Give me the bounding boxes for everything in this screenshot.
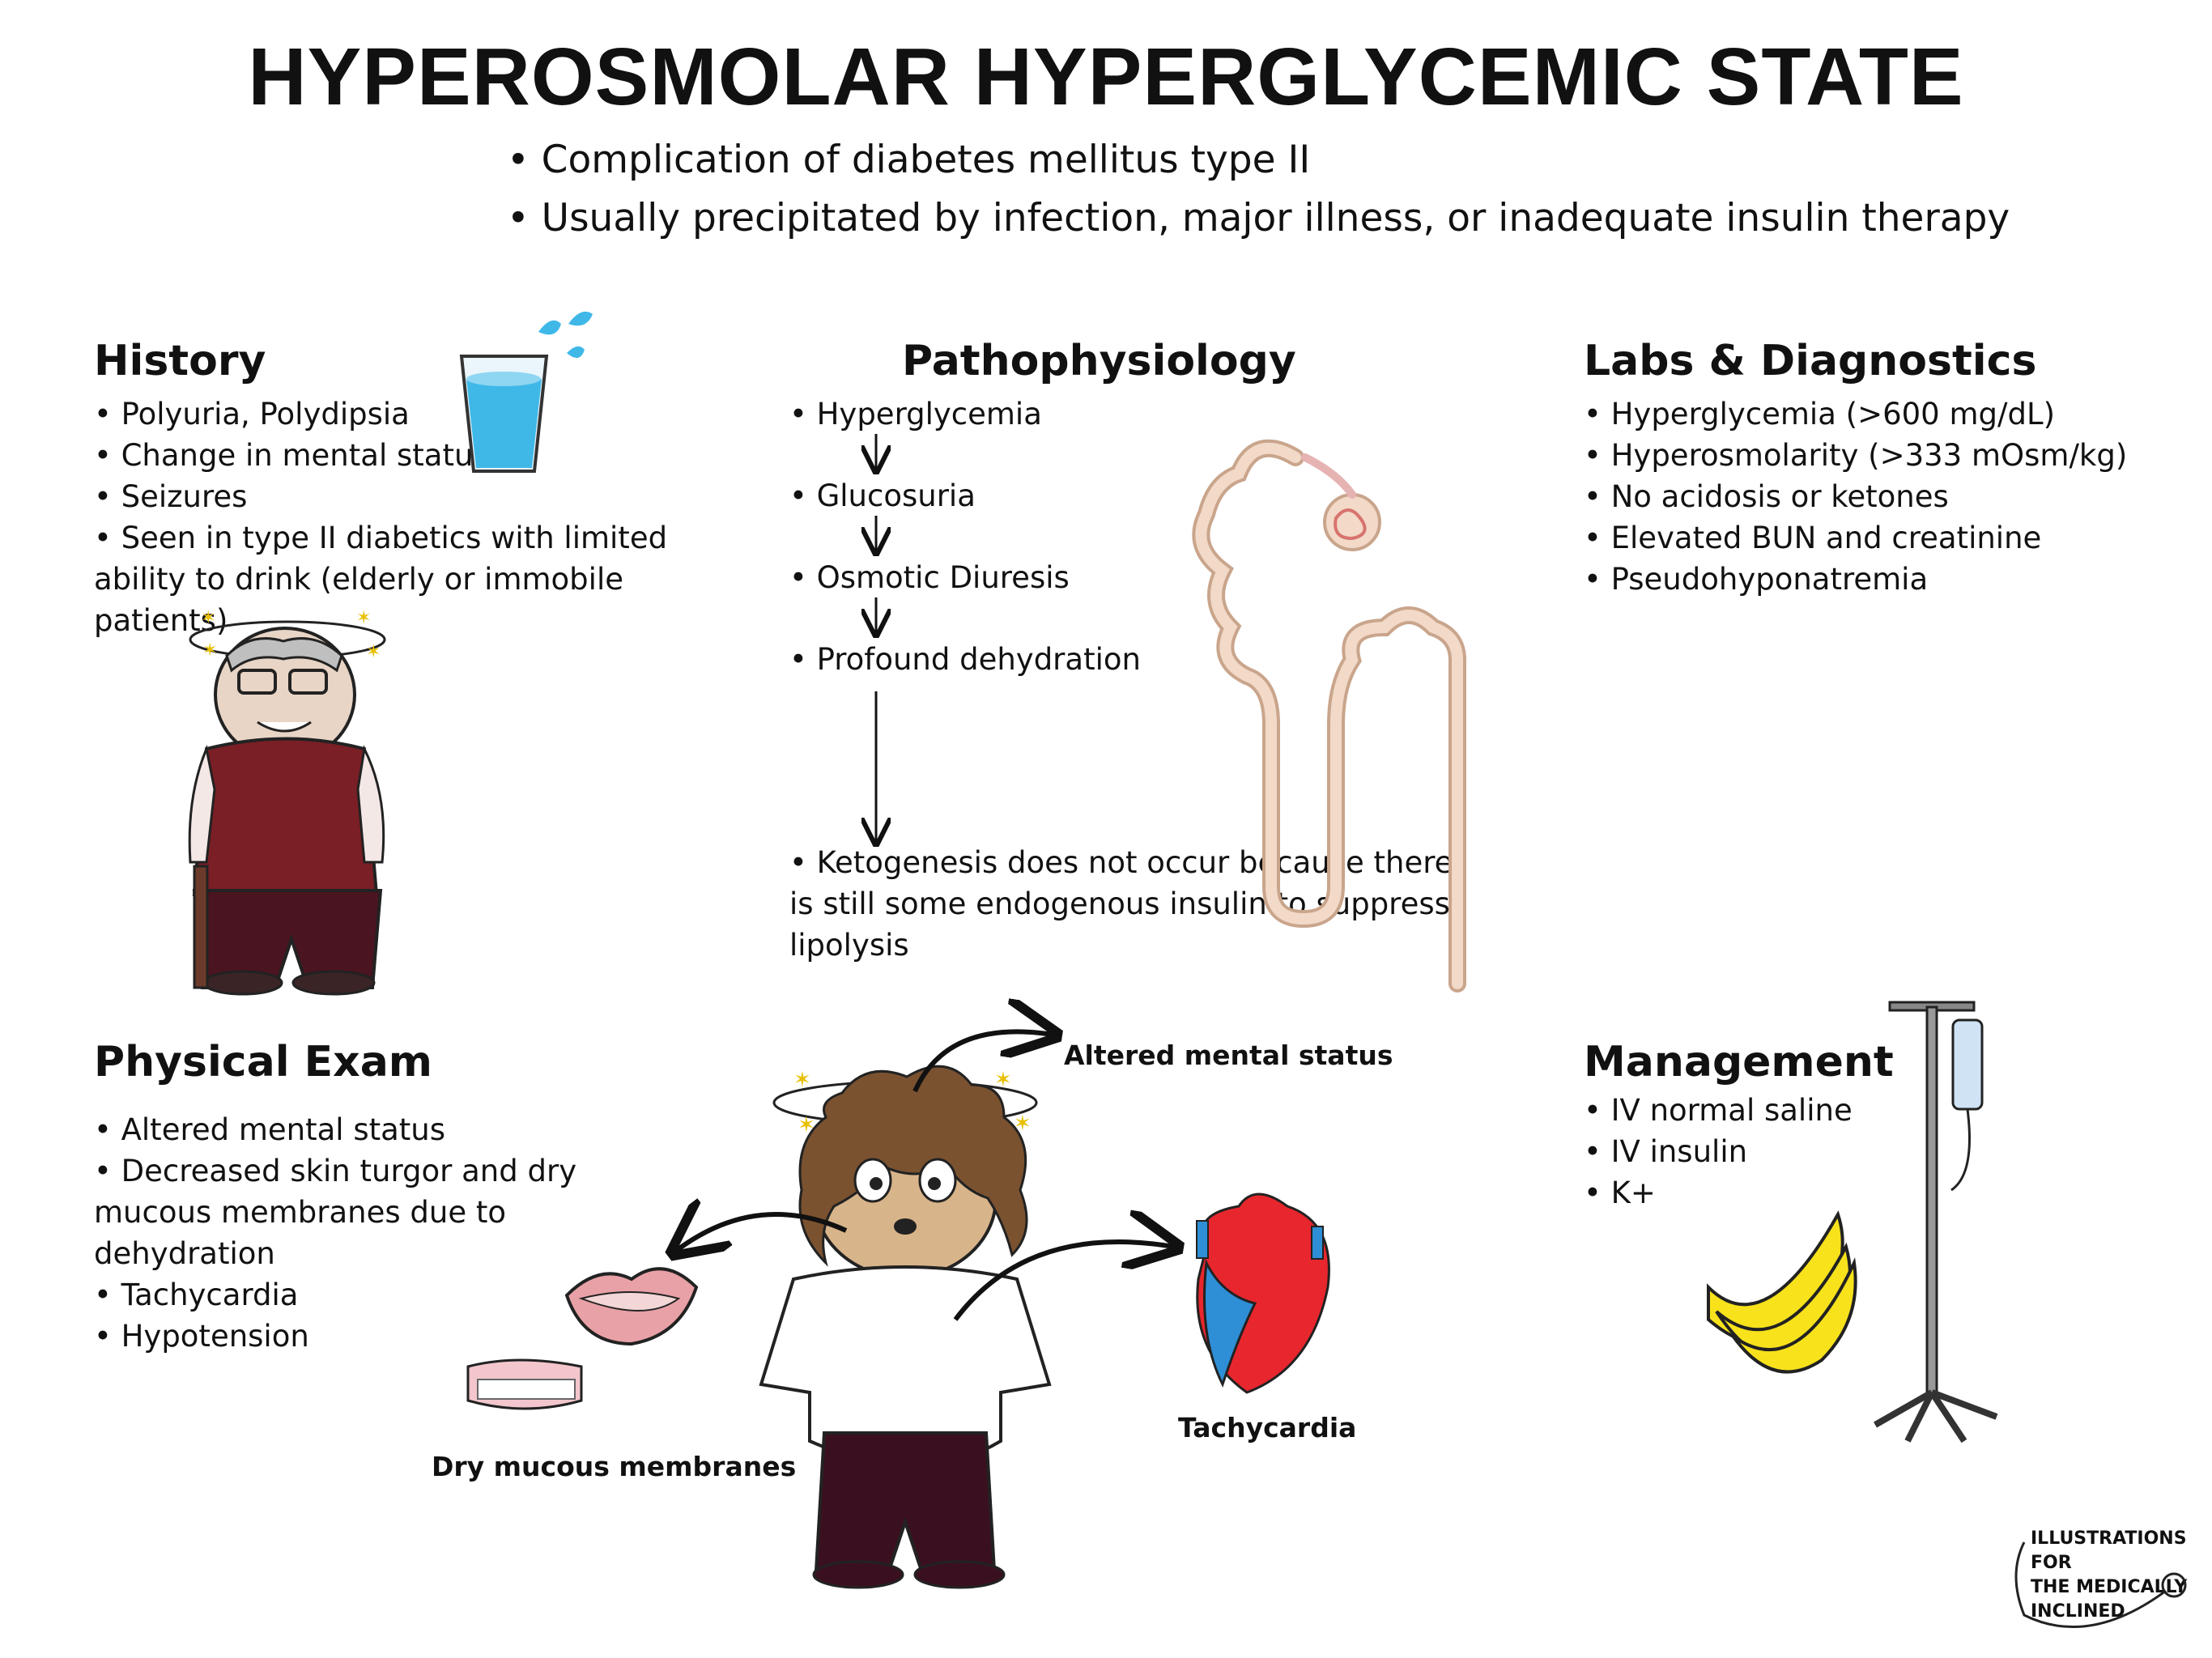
- labs-heading: Labs & Diagnostics: [1584, 337, 2037, 385]
- list-item: Hypotension: [94, 1316, 661, 1357]
- flow-step: Glucosuria: [789, 475, 976, 517]
- list-item: Seizures: [94, 476, 709, 517]
- svg-text:✶: ✶: [1014, 1112, 1032, 1136]
- dry-mucous-membranes-label: Dry mucous membranes: [432, 1451, 797, 1482]
- logo-icon: [2014, 1541, 2187, 1628]
- physical-exam-list: Altered mental status Decreased skin tur…: [94, 1109, 661, 1357]
- history-heading: History: [94, 337, 266, 385]
- list-item: Pseudohyponatremia: [1584, 559, 2127, 600]
- svg-text:✶: ✶: [793, 1068, 811, 1092]
- history-list: Polyuria, Polydipsia Change in mental st…: [94, 393, 709, 641]
- list-item: Change in mental status: [94, 435, 709, 476]
- label-arrows: [676, 1031, 1174, 1321]
- list-item: Tachycardia: [94, 1274, 661, 1316]
- pathophysiology-heading: Pathophysiology: [902, 337, 1296, 385]
- dry-mouth-icon: [564, 1267, 699, 1346]
- water-glass-icon: [459, 311, 593, 473]
- flow-step: Osmotic Diuresis: [789, 557, 1070, 598]
- flow-step: Hyperglycemia: [789, 393, 1042, 435]
- list-item: Elevated BUN and creatinine: [1584, 517, 2127, 559]
- list-item: Decreased skin turgor and dry mucous mem…: [94, 1150, 661, 1274]
- list-item: Hyperosmolarity (>333 mOsm/kg): [1584, 435, 2128, 476]
- tachycardia-label: Tachycardia: [1178, 1412, 1357, 1443]
- banana-icon: [1707, 1210, 1857, 1374]
- svg-text:✶: ✶: [356, 608, 371, 628]
- svg-text:✶: ✶: [994, 1068, 1012, 1092]
- list-item: Seen in type II diabetics with limited a…: [94, 517, 709, 641]
- dentures-icon: [466, 1358, 583, 1410]
- physical-exam-heading: Physical Exam: [94, 1038, 432, 1086]
- heart-icon: [1196, 1192, 1330, 1394]
- flow-step: Profound dehydration: [789, 639, 1141, 680]
- labs-list: Hyperglycemia (>600 mg/dL) Hyperosmolari…: [1584, 393, 2128, 600]
- list-item: Altered mental status: [94, 1109, 661, 1150]
- list-item: No acidosis or ketones: [1584, 476, 2127, 517]
- intro-item: Complication of diabetes mellitus type I…: [507, 131, 2010, 189]
- list-item: Hyperglycemia (>600 mg/dL): [1584, 393, 2127, 435]
- svg-text:✶: ✶: [366, 642, 381, 662]
- elderly-man-illustration: ✶ ✶ ✶ ✶: [188, 608, 386, 996]
- page-title: HYPEROSMOLAR HYPERGLYCEMIC STATE: [248, 32, 1964, 122]
- management-list: IV normal saline IV insulin K+: [1584, 1090, 1853, 1214]
- svg-text:✶: ✶: [202, 640, 217, 661]
- intro-list: Complication of diabetes mellitus type I…: [507, 131, 2010, 248]
- intro-item: Usually precipitated by infection, major…: [507, 189, 2010, 248]
- list-item: Polyuria, Polydipsia: [94, 393, 709, 435]
- nephron-icon: [1192, 439, 1466, 993]
- svg-text:✶: ✶: [201, 608, 215, 628]
- altered-mental-status-label: Altered mental status: [1064, 1039, 1393, 1071]
- list-item: IV insulin: [1584, 1131, 1853, 1172]
- management-heading: Management: [1584, 1038, 1894, 1086]
- list-item: K+: [1584, 1172, 1853, 1214]
- iv-pole-icon: [1874, 1001, 1998, 1443]
- patient-illustration: ✶ ✶ ✶ ✶: [759, 1065, 1052, 1589]
- list-item: IV normal saline: [1584, 1090, 1853, 1131]
